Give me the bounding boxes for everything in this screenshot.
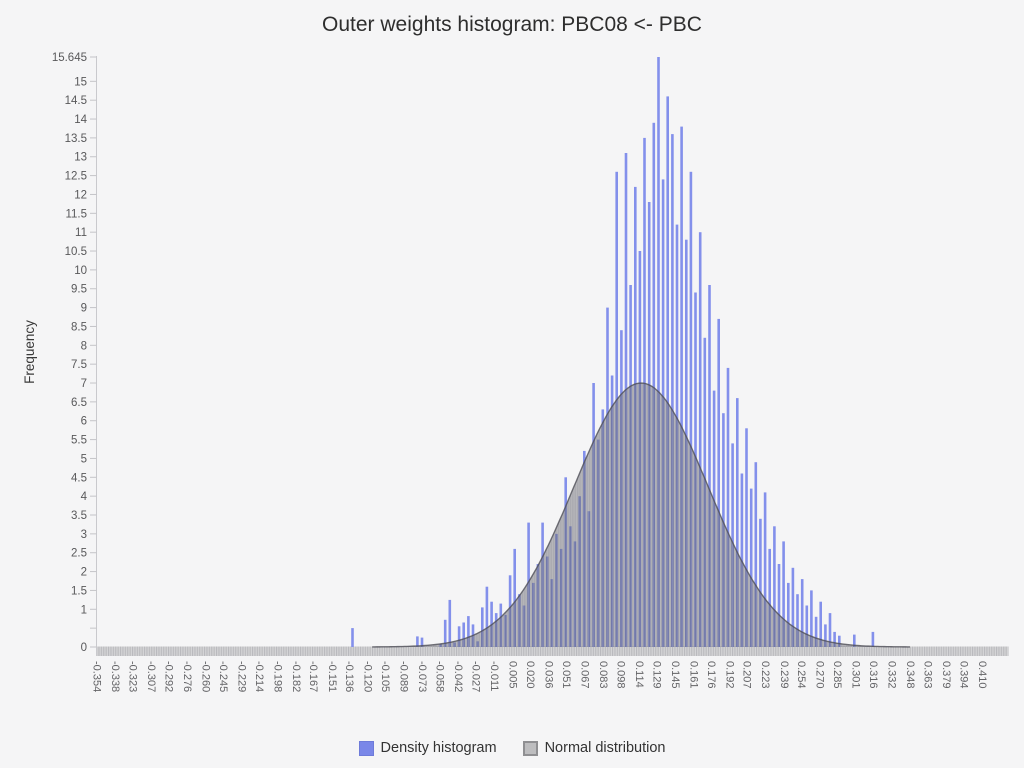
svg-text:0.083: 0.083 bbox=[597, 661, 609, 689]
svg-text:-0.307: -0.307 bbox=[145, 661, 157, 692]
svg-text:8: 8 bbox=[81, 340, 87, 352]
svg-text:11: 11 bbox=[75, 227, 87, 239]
svg-text:-0.182: -0.182 bbox=[290, 661, 302, 692]
legend-item-normal-distribution: Normal distribution bbox=[522, 740, 666, 756]
svg-text:0.161: 0.161 bbox=[687, 661, 699, 689]
svg-text:0.176: 0.176 bbox=[705, 661, 717, 689]
legend-item-density-histogram: Density histogram bbox=[358, 740, 497, 756]
svg-text:2.5: 2.5 bbox=[71, 548, 87, 560]
chart-title: Outer weights histogram: PBC08 <- PBC bbox=[322, 13, 702, 36]
svg-text:0.301: 0.301 bbox=[850, 661, 862, 689]
svg-text:0.223: 0.223 bbox=[759, 661, 771, 689]
svg-text:0.332: 0.332 bbox=[886, 661, 898, 689]
svg-text:10: 10 bbox=[74, 265, 87, 277]
svg-text:14.5: 14.5 bbox=[65, 95, 87, 107]
svg-text:-0.089: -0.089 bbox=[398, 661, 410, 692]
svg-text:3: 3 bbox=[81, 529, 87, 541]
svg-text:0: 0 bbox=[81, 642, 87, 654]
svg-text:-0.276: -0.276 bbox=[181, 661, 193, 692]
svg-text:0.363: 0.363 bbox=[922, 661, 934, 689]
svg-text:-0.214: -0.214 bbox=[253, 661, 265, 692]
svg-text:2: 2 bbox=[81, 567, 87, 579]
svg-text:0.348: 0.348 bbox=[904, 661, 916, 689]
svg-text:15: 15 bbox=[74, 76, 87, 88]
baseline-band bbox=[97, 646, 1009, 656]
svg-text:-0.245: -0.245 bbox=[217, 661, 229, 692]
svg-text:6.5: 6.5 bbox=[71, 397, 87, 409]
svg-text:0.005: 0.005 bbox=[507, 661, 519, 689]
normal-distribution-curve bbox=[372, 382, 911, 648]
svg-text:-0.292: -0.292 bbox=[162, 661, 174, 692]
svg-text:3.5: 3.5 bbox=[71, 510, 87, 522]
svg-text:-0.027: -0.027 bbox=[469, 661, 481, 692]
svg-text:0.207: 0.207 bbox=[741, 661, 753, 689]
svg-text:-0.042: -0.042 bbox=[452, 661, 464, 692]
legend: Density histogram Normal distribution bbox=[0, 740, 1024, 756]
svg-text:-0.011: -0.011 bbox=[488, 661, 500, 691]
legend-label-density-histogram: Density histogram bbox=[380, 740, 497, 756]
svg-text:-0.136: -0.136 bbox=[343, 661, 355, 692]
svg-text:0.020: 0.020 bbox=[524, 661, 536, 689]
svg-text:1.5: 1.5 bbox=[71, 585, 87, 597]
svg-text:12.5: 12.5 bbox=[65, 171, 87, 183]
svg-text:0.145: 0.145 bbox=[669, 661, 681, 689]
svg-text:0.394: 0.394 bbox=[957, 661, 969, 689]
svg-text:12: 12 bbox=[74, 189, 87, 201]
svg-text:0.316: 0.316 bbox=[867, 661, 879, 689]
svg-text:-0.354: -0.354 bbox=[91, 661, 103, 692]
svg-text:0.285: 0.285 bbox=[831, 661, 843, 689]
y-axis-title: Frequency bbox=[22, 320, 37, 384]
svg-text:-0.167: -0.167 bbox=[307, 661, 319, 692]
svg-text:0.379: 0.379 bbox=[940, 661, 952, 689]
svg-text:4.5: 4.5 bbox=[71, 472, 87, 484]
svg-text:5: 5 bbox=[81, 453, 87, 465]
svg-text:0.098: 0.098 bbox=[614, 661, 626, 689]
svg-text:-0.105: -0.105 bbox=[379, 661, 391, 692]
svg-text:0.239: 0.239 bbox=[778, 661, 790, 689]
svg-text:-0.058: -0.058 bbox=[434, 661, 446, 692]
svg-text:-0.338: -0.338 bbox=[109, 661, 121, 692]
svg-text:6: 6 bbox=[81, 416, 87, 428]
svg-text:13.5: 13.5 bbox=[65, 133, 87, 145]
svg-text:1: 1 bbox=[81, 604, 87, 616]
svg-text:-0.151: -0.151 bbox=[326, 661, 338, 692]
svg-text:-0.120: -0.120 bbox=[362, 661, 374, 692]
svg-text:0.036: 0.036 bbox=[543, 661, 555, 689]
svg-text:0.270: 0.270 bbox=[814, 661, 826, 689]
svg-text:0.114: 0.114 bbox=[633, 661, 645, 688]
svg-text:9.5: 9.5 bbox=[71, 284, 87, 296]
svg-text:0.254: 0.254 bbox=[795, 661, 807, 689]
svg-text:10.5: 10.5 bbox=[65, 246, 87, 258]
svg-text:9: 9 bbox=[81, 303, 87, 315]
svg-text:0.129: 0.129 bbox=[650, 661, 662, 689]
svg-text:14: 14 bbox=[74, 114, 87, 126]
svg-text:8.5: 8.5 bbox=[71, 321, 87, 333]
svg-text:15.645: 15.645 bbox=[52, 52, 87, 64]
svg-text:-0.229: -0.229 bbox=[235, 661, 247, 692]
svg-text:-0.260: -0.260 bbox=[199, 661, 211, 692]
svg-text:0.067: 0.067 bbox=[578, 661, 590, 689]
svg-text:-0.073: -0.073 bbox=[416, 661, 428, 692]
svg-text:-0.323: -0.323 bbox=[126, 661, 138, 692]
svg-text:5.5: 5.5 bbox=[71, 435, 87, 447]
svg-text:0.410: 0.410 bbox=[976, 661, 988, 689]
density-histogram-swatch bbox=[358, 740, 374, 756]
svg-text:-0.198: -0.198 bbox=[271, 661, 283, 692]
legend-label-normal-distribution: Normal distribution bbox=[544, 740, 666, 756]
normal-distribution-swatch bbox=[522, 740, 538, 756]
svg-text:13: 13 bbox=[74, 152, 87, 164]
svg-text:7: 7 bbox=[81, 378, 87, 390]
x-axis: -0.354 -0.338 -0.323 -0.307 -0.292 -0.276 -0.2… bbox=[91, 661, 988, 692]
svg-text:11.5: 11.5 bbox=[65, 208, 87, 220]
svg-text:7.5: 7.5 bbox=[71, 359, 87, 371]
svg-text:0.051: 0.051 bbox=[560, 661, 572, 689]
svg-text:0.192: 0.192 bbox=[723, 661, 735, 689]
svg-text:4: 4 bbox=[81, 491, 88, 503]
y-axis: 15.6451514.51413.51312.51211.51110.5109.… bbox=[22, 52, 97, 656]
